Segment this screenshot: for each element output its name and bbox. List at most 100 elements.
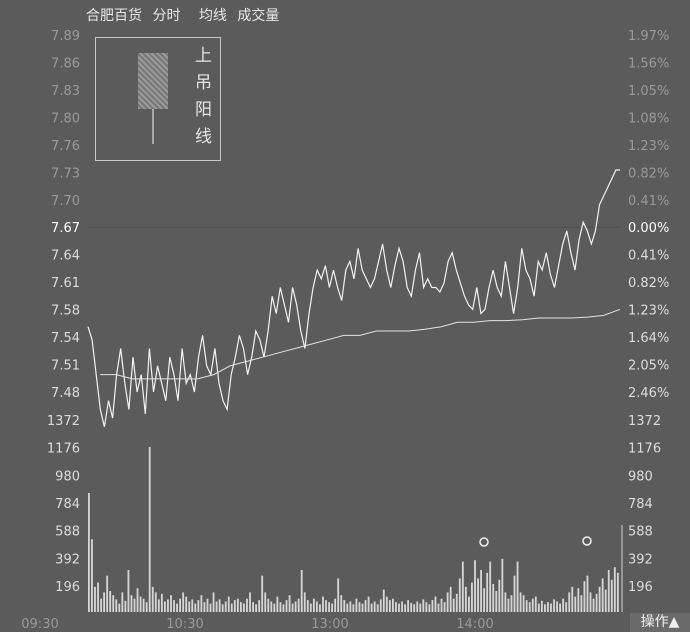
volume-bar <box>556 601 558 612</box>
volume-bar <box>331 603 334 612</box>
volume-bar <box>468 596 470 612</box>
volume-bar <box>197 600 200 612</box>
volume-bar <box>376 604 379 612</box>
volume-bar <box>151 586 154 612</box>
volume-bar <box>483 588 486 612</box>
volume-bar <box>425 602 428 612</box>
markers <box>479 536 592 547</box>
volume-bar <box>437 603 440 612</box>
marker-circle <box>582 536 592 546</box>
volume-bar <box>297 598 300 612</box>
volume-bar <box>343 600 346 612</box>
volume-bar <box>568 592 571 612</box>
volume-bar <box>477 578 479 612</box>
time-tick-label: 10:30 <box>166 617 203 632</box>
action-button[interactable]: 操作▲ <box>630 613 690 632</box>
volume-bar <box>130 595 133 612</box>
volume-bar <box>601 578 604 612</box>
price-tick-label: 7.76 <box>51 139 80 154</box>
volume-bar <box>267 598 270 612</box>
volume-bar <box>464 586 467 612</box>
volume-bar <box>112 595 115 612</box>
volume-bar <box>401 601 403 612</box>
volume-bar <box>388 600 391 612</box>
price-tick-label: 7.64 <box>51 249 80 264</box>
volume-bar <box>474 560 476 612</box>
volume-bar <box>270 601 273 612</box>
chart-header: 合肥百货 分时 均线 成交量 <box>86 5 293 31</box>
volume-bar <box>480 570 482 612</box>
volume-bar <box>97 582 99 612</box>
volume-bar <box>303 592 306 612</box>
volume-bar <box>206 598 209 612</box>
percent-tick-label: 0.00% <box>628 221 669 236</box>
volume-bar <box>91 539 93 612</box>
volume-bar <box>577 588 580 612</box>
volume-bar <box>194 603 197 612</box>
volume-bar <box>109 591 112 612</box>
annotation-label: 上吊阳线 <box>191 46 211 154</box>
volume-bar <box>395 602 397 612</box>
volume-bar <box>261 575 264 612</box>
volume-tick-label: 980 <box>628 469 653 484</box>
volume-bar <box>246 598 248 612</box>
volume-bar <box>489 561 492 612</box>
price-tick-label: 7.80 <box>51 111 80 126</box>
volume-bar <box>240 602 242 612</box>
volume-bar <box>185 596 188 612</box>
volume-bar <box>325 600 327 612</box>
volume-bar <box>176 603 178 612</box>
volume-bar <box>486 572 489 612</box>
volume-bar <box>136 588 139 612</box>
volume-bar <box>513 575 516 612</box>
volume-bar <box>279 602 282 612</box>
volume-bar <box>571 586 574 612</box>
volume-bar <box>416 601 419 612</box>
volume-bar <box>212 592 215 612</box>
volume-bar <box>364 600 367 612</box>
volume-bar <box>273 603 276 612</box>
volume-bar <box>218 599 221 612</box>
volume-bar <box>531 598 534 612</box>
price-tick-label: 7.86 <box>51 56 80 71</box>
price-tick-label: 7.61 <box>51 276 80 291</box>
volume-bar <box>540 600 543 612</box>
volume-bar <box>446 592 449 612</box>
volume-bar <box>522 595 525 612</box>
volume-bar <box>224 601 227 612</box>
volume-bar <box>428 604 431 612</box>
price-tick-label: 7.67 <box>51 221 80 236</box>
volume-bar <box>419 603 422 612</box>
volume-bar <box>309 603 312 612</box>
volume-bar <box>182 592 185 612</box>
volume-bar <box>188 601 191 612</box>
volume-bar <box>322 596 324 612</box>
volume-bar <box>121 592 124 612</box>
volume-bar <box>440 598 443 612</box>
volume-bar <box>236 598 239 612</box>
volume-tick-label: 392 <box>55 552 80 567</box>
volume-bar <box>358 602 361 612</box>
hanging-candle-icon <box>138 48 168 148</box>
volume-bar <box>370 603 373 612</box>
volume-bar <box>525 600 528 612</box>
volume-tick-label: 196 <box>628 580 653 595</box>
volume-bar <box>167 599 169 612</box>
volume-bar <box>507 598 510 612</box>
volume-bar <box>88 493 90 612</box>
volume-tick-label: 980 <box>55 469 80 484</box>
volume-bar <box>154 592 157 612</box>
volume-bar <box>285 600 288 612</box>
volume-bar <box>133 598 136 612</box>
volume-bar <box>458 578 461 612</box>
volume-bar <box>148 446 151 612</box>
volume-bar <box>127 570 130 612</box>
volume-bar <box>145 602 148 612</box>
price-tick-label: 7.54 <box>51 331 80 346</box>
volume-bar <box>106 575 109 612</box>
volume-bar <box>103 592 106 612</box>
volume-bar <box>115 599 118 612</box>
volume-bar <box>367 596 370 612</box>
volume-bar <box>504 592 507 612</box>
